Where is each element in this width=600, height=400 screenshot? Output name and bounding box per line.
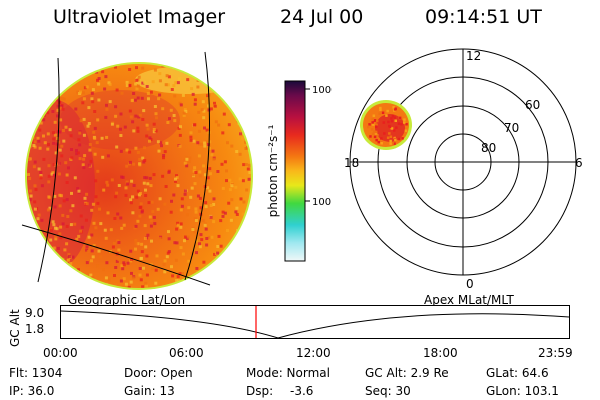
- door-status: Door: Open: [124, 366, 193, 380]
- longitude-line-east: [184, 51, 210, 281]
- mlt-label-18: 18: [344, 156, 359, 170]
- colorbar-tick-label: 100: [312, 197, 331, 208]
- polar-plot: 12 18 6 0 60 70 80: [344, 48, 583, 291]
- orbit-x-tick: 23:59: [538, 346, 573, 360]
- latitude-line: [21, 224, 211, 286]
- lat-label-80: 80: [481, 141, 496, 155]
- orbit-x-tick: 18:00: [423, 346, 458, 360]
- patch-noise: [367, 106, 408, 145]
- orbit-plot-frame: [60, 305, 570, 339]
- dsp-value: -3.6: [290, 384, 314, 398]
- longitude-line-west: [37, 57, 60, 283]
- dsp-label: Dsp:: [246, 384, 274, 398]
- flight-number: Flt: 1304: [9, 366, 63, 380]
- mlt-label-12: 12: [466, 49, 481, 63]
- orbit-y-tick: 9.0: [25, 306, 45, 320]
- apex-label: Apex MLat/MLT: [424, 293, 514, 307]
- geographic-latitude: GLat: 64.6: [486, 366, 549, 380]
- orbit-x-tick: 12:00: [296, 346, 331, 360]
- orbit-y-tick: 1.8: [25, 322, 45, 336]
- orbit-y-axis-label: GC Alt: [8, 309, 22, 347]
- mlt-label-0: 0: [466, 277, 474, 291]
- colorbar: 1000 100 photon cm⁻²s⁻¹: [266, 80, 332, 262]
- bright-patch: [60, 90, 180, 150]
- lat-label-60: 60: [525, 98, 540, 112]
- mlt-label-6: 6: [575, 156, 583, 170]
- observation-date: 24 Jul 00: [280, 6, 364, 28]
- orbit-x-tick: 00:00: [43, 346, 78, 360]
- sequence-number: Seq: 30: [365, 384, 411, 398]
- gc-altitude: GC Alt: 2.9 Re: [365, 366, 449, 380]
- ip-value: IP: 36.0: [9, 384, 55, 398]
- mode-status: Mode: Normal: [246, 366, 330, 380]
- geographic-longitude: GLon: 103.1: [486, 384, 559, 398]
- uv-earth-image: [21, 51, 253, 290]
- orbit-x-tick: 06:00: [169, 346, 204, 360]
- orbit-plot: [60, 305, 570, 339]
- observation-time: 09:14:51 UT: [425, 6, 542, 28]
- limb-brightening: [135, 66, 245, 94]
- lat-label-70: 70: [504, 121, 519, 135]
- instrument-title: Ultraviolet Imager: [53, 6, 226, 28]
- colorbar-gradient: [284, 80, 306, 262]
- orbit-altitude-curve: [60, 310, 570, 339]
- colorbar-unit-label: photon cm⁻²s⁻¹: [266, 124, 280, 217]
- colorbar-tick-label: 1000: [312, 85, 332, 96]
- gain-value: Gain: 13: [124, 384, 175, 398]
- geographic-label: Geographic Lat/Lon: [68, 293, 186, 307]
